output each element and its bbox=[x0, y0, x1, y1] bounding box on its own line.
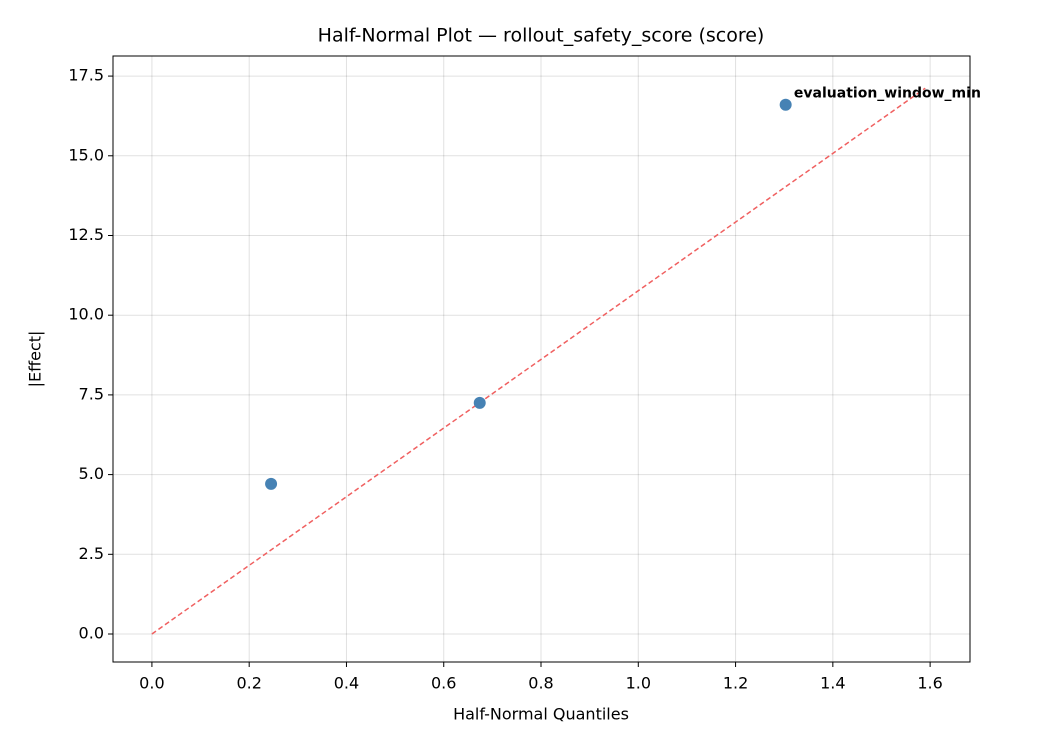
point bbox=[779, 98, 792, 111]
x-tick-label: 0.0 bbox=[139, 674, 164, 693]
y-tick-label: 5.0 bbox=[79, 464, 104, 483]
plot-frame bbox=[112, 55, 971, 663]
point bbox=[265, 477, 278, 490]
y-tick-label: 7.5 bbox=[79, 384, 104, 403]
reference-line bbox=[151, 87, 926, 635]
x-tick-label: 0.8 bbox=[528, 674, 553, 693]
y-axis-label: |Effect| bbox=[26, 331, 45, 388]
y-tick-label: 17.5 bbox=[68, 66, 104, 85]
x-tick-label: 1.2 bbox=[723, 674, 748, 693]
y-tick-label: 2.5 bbox=[79, 544, 104, 563]
y-tick-label: 0.0 bbox=[79, 624, 104, 643]
x-tick-label: 0.2 bbox=[236, 674, 261, 693]
point bbox=[473, 396, 486, 409]
x-tick-label: 1.4 bbox=[820, 674, 845, 693]
x-tick-label: 0.4 bbox=[334, 674, 359, 693]
y-tick-label: 15.0 bbox=[68, 145, 104, 164]
x-tick-label: 1.0 bbox=[626, 674, 651, 693]
y-tick-label: 10.0 bbox=[68, 305, 104, 324]
x-tick-label: 0.6 bbox=[431, 674, 456, 693]
x-tick-label: 1.6 bbox=[917, 674, 942, 693]
annotation: evaluation_window_min bbox=[794, 86, 981, 102]
chart-title: Half-Normal Plot — rollout_safety_score … bbox=[318, 25, 765, 47]
x-axis-label: Half-Normal Quantiles bbox=[453, 705, 629, 724]
y-tick-label: 12.5 bbox=[68, 225, 104, 244]
